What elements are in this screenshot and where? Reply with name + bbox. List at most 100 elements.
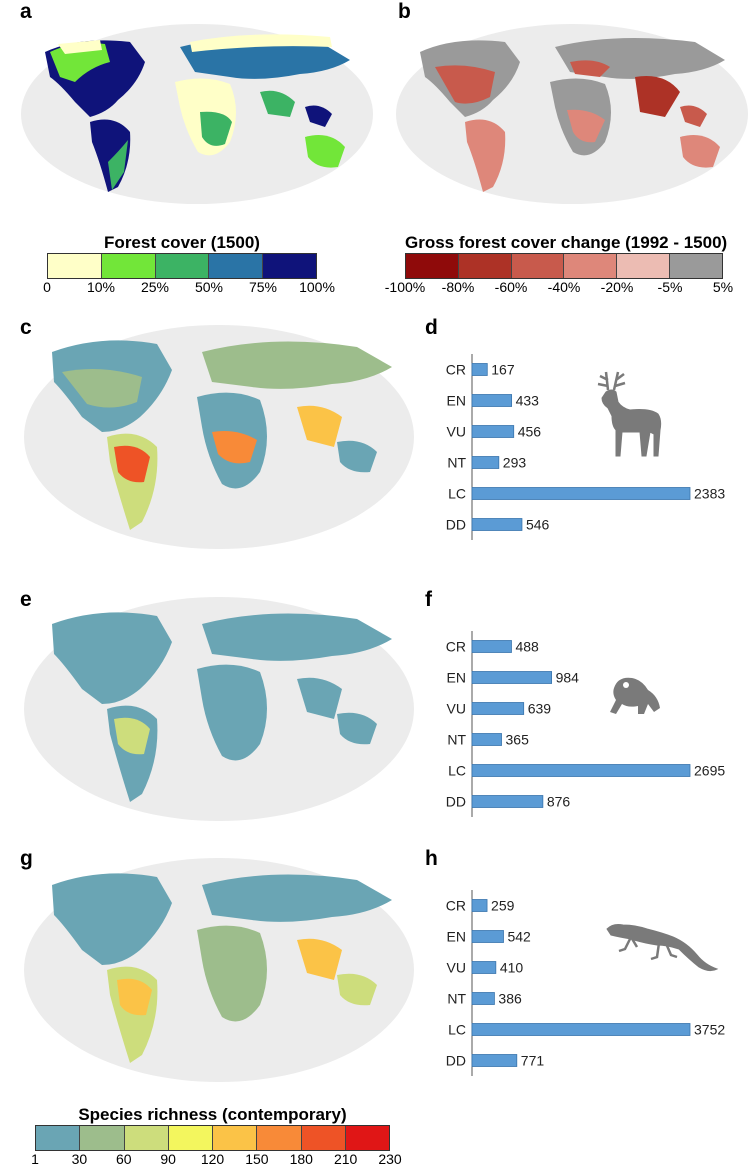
bar-cr: [471, 640, 512, 653]
legend-tick-label: 10%: [86, 279, 116, 295]
bar-value-label: 293: [503, 455, 527, 471]
bar-dd: [471, 518, 523, 531]
bar-dd: [471, 795, 544, 808]
legend-tick-label: 230: [378, 1151, 402, 1167]
bar-lc: [471, 1023, 691, 1036]
bar-chart-reptiles: CR 259 EN 542 VU 410 NT 386 LC 3752 DD 771: [446, 890, 725, 1076]
legend-swatch: [406, 254, 459, 278]
bar-cr: [471, 363, 488, 376]
legend-tick-label: 100%: [299, 279, 335, 295]
legend-tick-label: 210: [333, 1151, 358, 1167]
legend-swatch: [617, 254, 671, 278]
bar-chart-amphibians: CR 488 EN 984 VU 639 NT 365 LC 2695 DD 876: [446, 631, 725, 817]
bar-en: [471, 394, 513, 407]
bar-chart-mammals: CR 167 EN 433 VU 456 NT 293 LC 2383 DD 546: [446, 354, 725, 540]
bar-value-label: 876: [547, 794, 571, 810]
bar-category-label: NT: [447, 732, 466, 748]
bar-category-label: LC: [448, 763, 466, 779]
bar-vu: [471, 702, 525, 715]
legend-swatch: [213, 1126, 258, 1150]
legend-forest-change: Gross forest cover change (1992 - 1500) …: [385, 233, 733, 297]
panel-label-h: h: [425, 847, 438, 870]
legend-tick-label: 90: [160, 1151, 176, 1167]
bar-category-label: CR: [446, 639, 466, 655]
legend-swatch: [168, 1126, 213, 1150]
bar-value-label: 542: [507, 929, 531, 945]
legend-tick-label: -100%: [384, 279, 426, 295]
bar-en: [471, 930, 504, 943]
legend-forest-change-ticks: -100% -80% -60% -40% -20% -5% 5%: [385, 279, 733, 297]
legend-swatch: [301, 1126, 346, 1150]
panel-label-b: b: [398, 0, 411, 23]
legend-forest-change-title: Gross forest cover change (1992 - 1500): [405, 233, 728, 252]
legend-species-richness-title: Species richness (contemporary): [78, 1105, 347, 1124]
legend-tick-label: 0: [43, 279, 51, 295]
panel-label-a: a: [20, 0, 32, 23]
legend-tick-label: -20%: [600, 279, 634, 295]
bar-value-label: 365: [506, 732, 530, 748]
bar-value-label: 771: [521, 1053, 545, 1069]
legend-swatch: [564, 254, 618, 278]
legend-tick-label: -5%: [657, 279, 683, 295]
bar-value-label: 167: [491, 362, 515, 378]
legend-swatch: [124, 1126, 169, 1150]
bar-lc: [471, 487, 691, 500]
bar-category-label: EN: [447, 393, 466, 409]
legend-swatch: [36, 1126, 81, 1150]
legend-swatch: [80, 1126, 125, 1150]
bar-value-label: 456: [518, 424, 542, 440]
bar-category-label: VU: [447, 424, 466, 440]
panel-label-g: g: [20, 847, 33, 870]
bar-nt: [471, 456, 500, 469]
legend-forest-cover-ticks: 0 10% 25% 50% 75% 100%: [43, 279, 335, 297]
bar-vu: [471, 961, 497, 974]
bar-vu: [471, 425, 515, 438]
bar-category-label: LC: [448, 486, 466, 502]
bar-cr: [471, 899, 488, 912]
bar-category-label: DD: [446, 1053, 466, 1069]
legend-forest-change-swatches: [405, 253, 723, 279]
bar-category-label: LC: [448, 1022, 466, 1038]
bar-category-label: NT: [447, 991, 466, 1007]
bar-value-label: 433: [516, 393, 540, 409]
legend-tick-label: 60: [115, 1151, 132, 1167]
bar-value-label: 3752: [694, 1022, 725, 1038]
bar-category-label: DD: [446, 517, 466, 533]
panel-label-c: c: [20, 316, 32, 339]
legend-tick-label: 180: [289, 1151, 313, 1167]
bar-category-label: VU: [447, 701, 466, 717]
legend-swatch: [48, 254, 102, 278]
legend-tick-label: 120: [200, 1151, 225, 1167]
panel-label-f: f: [425, 588, 432, 611]
bar-category-label: CR: [446, 362, 466, 378]
frog-icon: [610, 677, 660, 714]
bar-category-label: EN: [447, 670, 466, 686]
legend-swatch: [101, 254, 156, 278]
bar-category-label: VU: [447, 960, 466, 976]
legend-forest-cover-swatches: [47, 253, 317, 279]
bar-value-label: 259: [491, 898, 515, 914]
legend-tick-label: 75%: [248, 279, 278, 295]
legend-swatch: [345, 1126, 389, 1150]
bar-value-label: 386: [498, 991, 522, 1007]
legend-tick-label: -80%: [441, 279, 475, 295]
bar-value-label: 2383: [694, 486, 725, 502]
legend-swatch: [511, 254, 565, 278]
bar-value-label: 639: [528, 701, 552, 717]
bar-nt: [471, 733, 502, 746]
legend-swatch: [209, 254, 264, 278]
bar-category-label: DD: [446, 794, 466, 810]
bar-lc: [471, 764, 691, 777]
bar-value-label: 2695: [694, 763, 725, 779]
map-forest-cover-1500: [21, 24, 373, 204]
bar-value-label: 984: [556, 670, 580, 686]
bar-nt: [471, 992, 495, 1005]
bar-category-label: EN: [447, 929, 466, 945]
legend-swatch: [458, 254, 512, 278]
map-forest-change: [396, 24, 748, 204]
legend-swatch: [257, 1126, 302, 1150]
bar-value-label: 488: [515, 639, 539, 655]
bar-value-label: 546: [526, 517, 550, 533]
legend-tick-label: 5%: [712, 279, 734, 295]
legend-forest-cover-title: Forest cover (1500): [104, 233, 260, 252]
